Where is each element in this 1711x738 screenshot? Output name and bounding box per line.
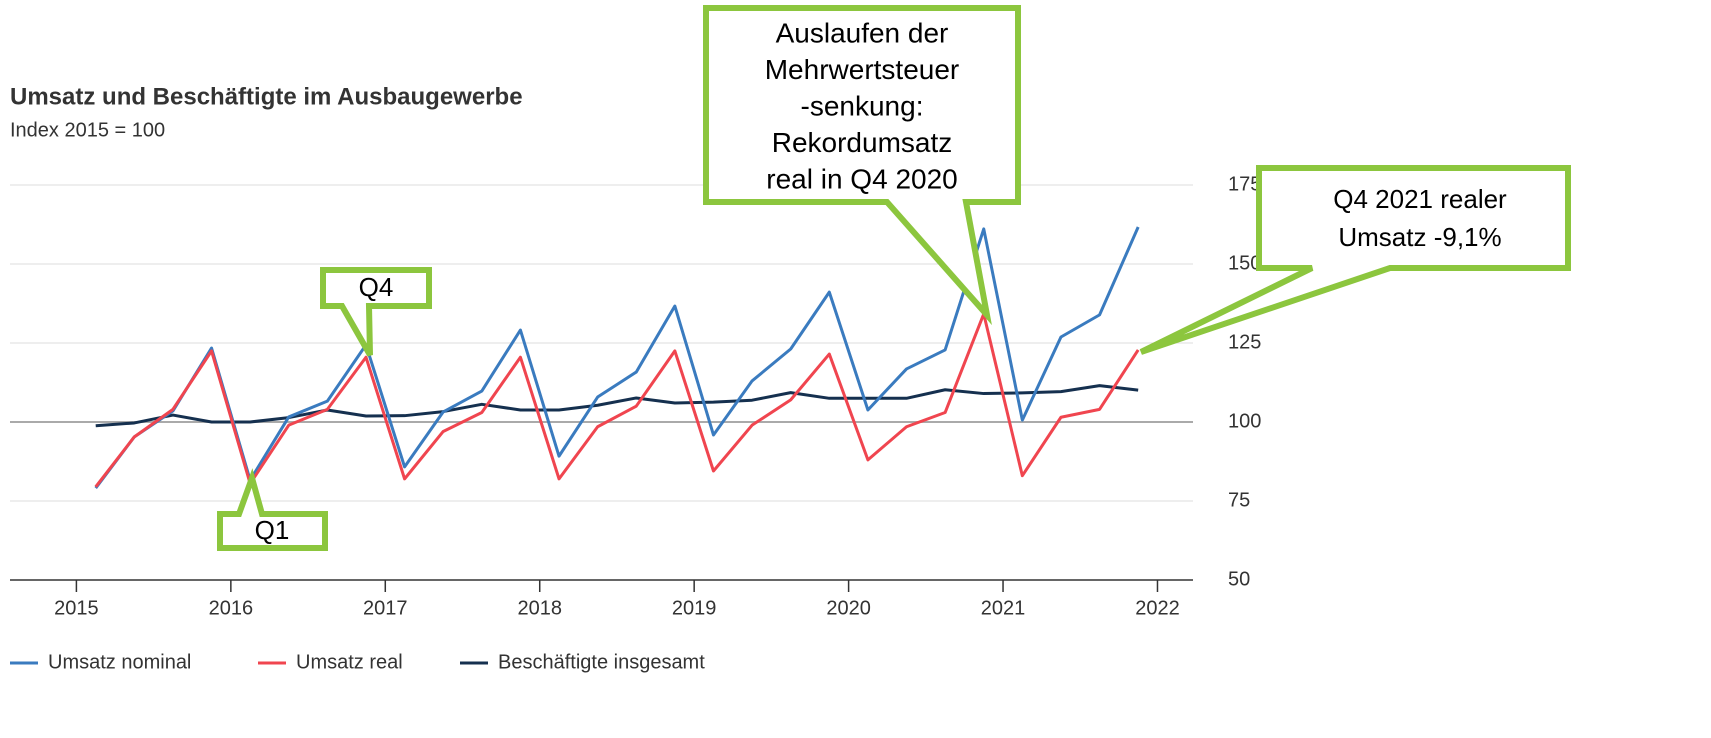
chart-title: Umsatz und Beschäftigte im Ausbaugewerbe <box>10 83 523 110</box>
line-series <box>94 226 1140 489</box>
x-tick-label: 2021 <box>981 597 1026 619</box>
legend-label: Umsatz real <box>296 651 403 673</box>
y-tick-label: 150 <box>1228 252 1261 274</box>
annotation-text: real in Q4 2020 <box>766 163 957 194</box>
x-tick-label: 2015 <box>54 597 99 619</box>
callout <box>703 5 1021 326</box>
y-tick-label: 50 <box>1228 568 1250 590</box>
x-tick-label: 2019 <box>672 597 717 619</box>
x-tick-label: 2017 <box>363 597 408 619</box>
callout <box>217 468 328 551</box>
line-series <box>95 384 1139 428</box>
line-series <box>94 312 1140 488</box>
annotation-text: Q4 <box>359 272 394 302</box>
y-tick-label: 125 <box>1228 331 1261 353</box>
annotation-text: Auslaufen der <box>776 17 949 48</box>
annotation-text: Mehrwertsteuer <box>765 54 960 85</box>
callout <box>1139 165 1571 355</box>
x-tick-label: 2018 <box>517 597 562 619</box>
annotation-text: -senkung: <box>801 90 924 121</box>
legend-label: Umsatz nominal <box>48 651 191 673</box>
annotation-text: Q1 <box>255 515 290 545</box>
legend-label: Beschäftigte insgesamt <box>498 651 705 673</box>
x-tick-label: 2020 <box>826 597 871 619</box>
y-tick-label: 175 <box>1228 173 1261 195</box>
x-tick-label: 2022 <box>1135 597 1180 619</box>
y-tick-label: 75 <box>1228 489 1250 511</box>
chart-subtitle: Index 2015 = 100 <box>10 119 165 141</box>
callout <box>320 267 432 357</box>
annotation-text: Umsatz -9,1% <box>1338 222 1501 252</box>
annotation-text: Q4 2021 realer <box>1333 184 1507 214</box>
x-tick-label: 2016 <box>209 597 254 619</box>
annotation-text: Rekordumsatz <box>772 127 953 158</box>
y-tick-label: 100 <box>1228 410 1261 432</box>
